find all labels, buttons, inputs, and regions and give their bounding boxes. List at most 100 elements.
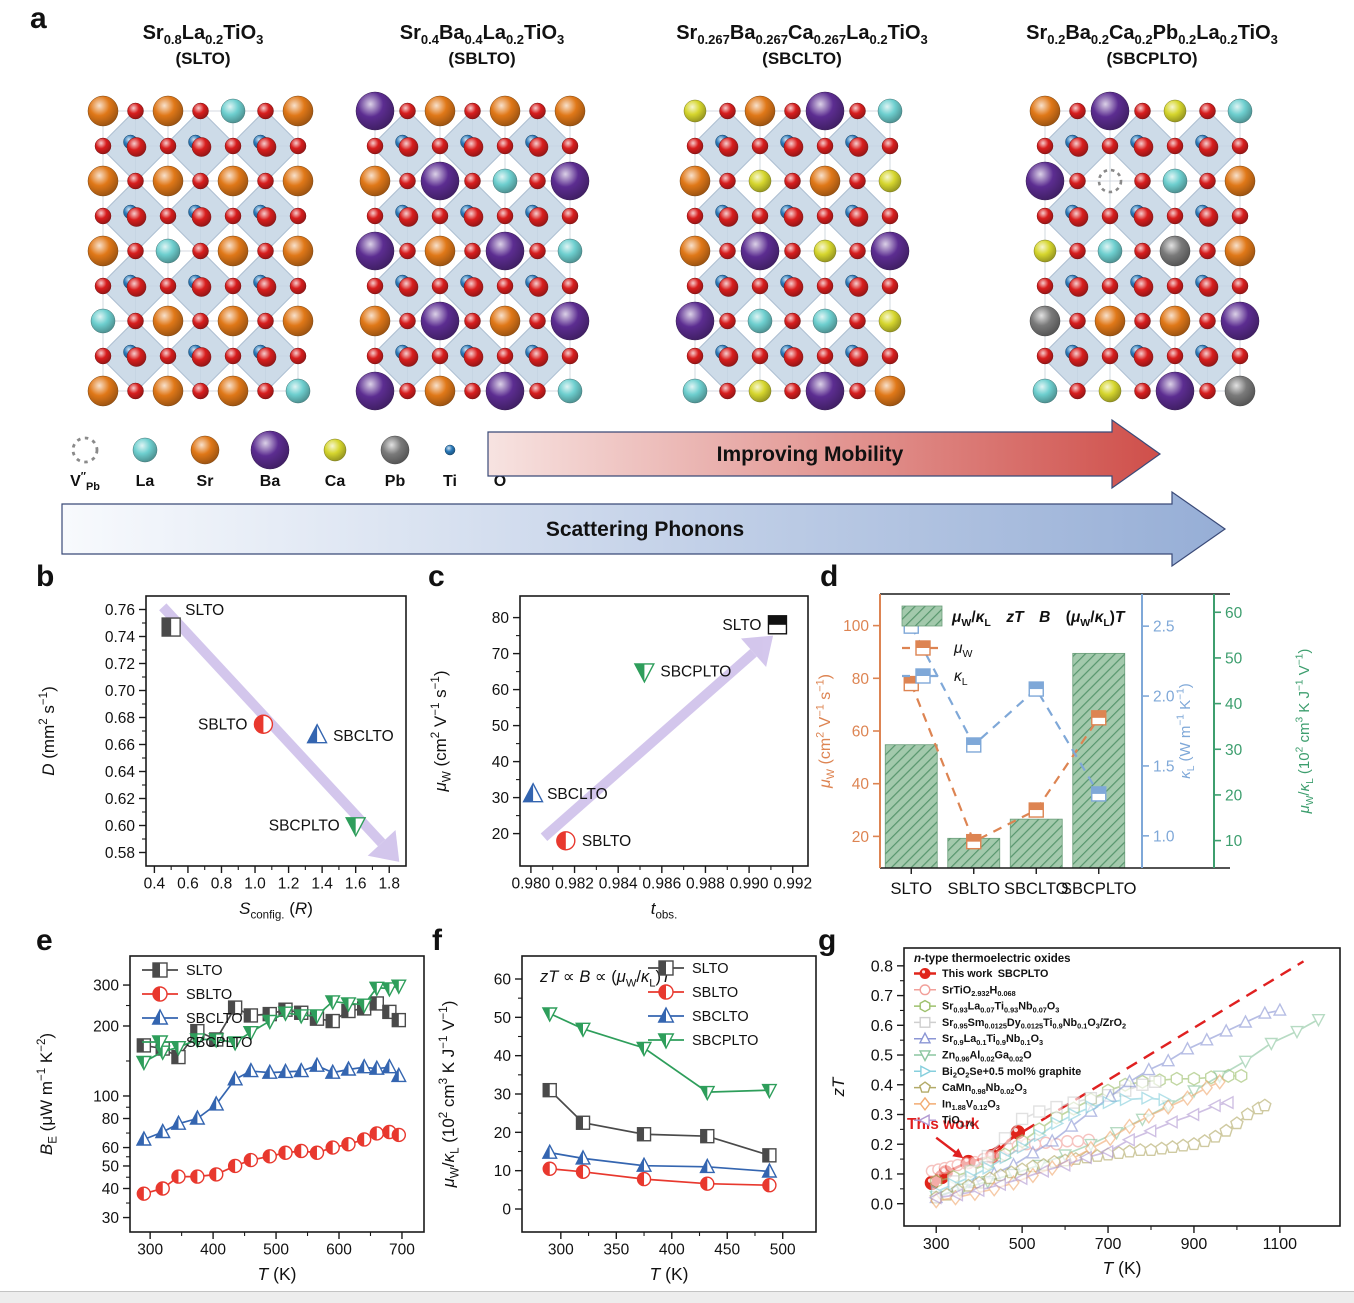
- svg-text:SBCPLTO: SBCPLTO: [692, 1033, 758, 1049]
- svg-text:0.68: 0.68: [105, 710, 135, 727]
- svg-text:80: 80: [492, 610, 510, 627]
- svg-text:La: La: [136, 473, 155, 490]
- svg-text:0.990: 0.990: [730, 876, 769, 893]
- structure-title-slto: Sr0.8La0.2TiO3 (SLTO): [33, 22, 373, 69]
- svg-text:Bi2O2Se+0.5 mol% graphite: Bi2O2Se+0.5 mol% graphite: [942, 1066, 1081, 1080]
- structure-abbr: (SBCLTO): [762, 49, 842, 68]
- structure-abbr: (SBCPLTO): [1106, 49, 1198, 68]
- svg-text:μW (cm2 V−1 s−1): μW (cm2 V−1 s−1): [430, 670, 454, 792]
- svg-text:60: 60: [492, 682, 510, 699]
- svg-text:Pb: Pb: [385, 473, 406, 490]
- chart-mobility-vs-tolerance-factor: 0.980 0.982 0.984 0.986 0.988 0.990 0.992 20 30 4…: [420, 570, 818, 927]
- svg-text:400: 400: [659, 1242, 685, 1259]
- svg-text:μW: μW: [953, 640, 973, 660]
- svg-text:SBCLTO: SBCLTO: [1004, 880, 1069, 898]
- panel-a-label: a: [30, 2, 47, 35]
- svg-text:This work SBCPLTO: This work SBCPLTO: [942, 968, 1048, 980]
- panel-c-label: c: [428, 560, 445, 593]
- panel-e-label: e: [36, 924, 53, 957]
- svg-text:0.4: 0.4: [871, 1077, 893, 1094]
- structure-title-sbclto: Sr0.267Ba0.267Ca0.267La0.2TiO3 (SBCLTO): [632, 22, 972, 69]
- svg-text:2.5: 2.5: [1153, 619, 1175, 636]
- ti-atom-icon: [444, 444, 456, 456]
- svg-text:BE (μW m−1 K−2): BE (μW m−1 K−2): [36, 1033, 60, 1155]
- atom-legend-svg: V″Pb La Sr Ba Ca Pb Ti O: [70, 430, 511, 493]
- svg-text:SLTO: SLTO: [890, 880, 932, 898]
- chart-g-svg: 300 500 700 900 1100 0.0 0.1 0.2 0.3 0.4 0.5 0.6 0.7…: [829, 947, 1341, 1278]
- panel-g-label: g: [818, 924, 837, 957]
- bar-SLTO: [884, 744, 938, 869]
- svg-text:SBCLTO: SBCLTO: [186, 1011, 243, 1027]
- svg-text:1.4: 1.4: [311, 876, 333, 893]
- svg-text:SLTO: SLTO: [722, 617, 761, 634]
- svg-text:SBCLTO: SBCLTO: [547, 786, 608, 803]
- svg-text:V″Pb: V″Pb: [70, 470, 100, 493]
- series-tio-1-76-: [928, 1095, 1234, 1205]
- svg-text:0.8: 0.8: [211, 876, 233, 893]
- svg-text:10: 10: [1225, 833, 1243, 850]
- chart-b-svg: 0.4 0.6 0.8 1.0 1.2 1.4 1.6 1.8 0.58 0.60 0.62 0.64…: [38, 595, 407, 921]
- svg-text:20: 20: [852, 829, 870, 846]
- series-sblto: [136, 1124, 407, 1201]
- svg-text:0.1: 0.1: [871, 1167, 893, 1184]
- svg-text:Scattering Phonons: Scattering Phonons: [546, 518, 744, 541]
- svg-text:0.58: 0.58: [105, 845, 135, 862]
- svg-text:SBCPLTO: SBCPLTO: [660, 664, 731, 681]
- svg-text:700: 700: [389, 1242, 415, 1259]
- crystal-structure-slto: [78, 84, 338, 424]
- svg-text:0.986: 0.986: [642, 876, 681, 893]
- svg-text:500: 500: [263, 1242, 289, 1259]
- svg-text:0.60: 0.60: [105, 818, 136, 835]
- chart-diffusivity-vs-config-entropy: 0.4 0.6 0.8 1.0 1.2 1.4 1.6 1.8 0.58 0.60 0.62 0.64…: [28, 570, 420, 927]
- point-SBCPLTO: [345, 817, 367, 838]
- svg-text:0.8: 0.8: [871, 958, 893, 975]
- svg-text:0.2: 0.2: [871, 1137, 893, 1154]
- structure-formula: Sr0.4Ba0.4La0.2TiO3: [399, 22, 565, 47]
- svg-text:70: 70: [492, 646, 510, 663]
- svg-text:10: 10: [494, 1163, 512, 1180]
- svg-text:700: 700: [1095, 1236, 1122, 1253]
- arrows-svg: Improving Mobility Scattering Phonons: [61, 418, 1227, 568]
- svg-text:100: 100: [843, 618, 869, 635]
- svg-text:900: 900: [1181, 1236, 1208, 1253]
- svg-text:400: 400: [200, 1242, 226, 1259]
- svg-text:30: 30: [492, 790, 510, 807]
- svg-text:40: 40: [852, 776, 870, 793]
- series-bi-2-o-2-se-0-5-mol-graphite: [930, 1091, 1172, 1199]
- point-SBLTO: [253, 714, 274, 734]
- svg-text:0: 0: [502, 1201, 511, 1218]
- bar-SBCPLTO: [1072, 652, 1126, 869]
- svg-text:SBLTO: SBLTO: [186, 987, 232, 1003]
- crystal-svg: [355, 91, 590, 411]
- ca-atom-icon: [323, 438, 347, 462]
- chart-f-svg: 300 350 400 450 500 0 10 20 30 40 50 60 T (K) μW/κL (…: [438, 955, 817, 1284]
- point-SBCPLTO: [633, 663, 655, 684]
- svg-text:SBLTO: SBLTO: [582, 833, 631, 850]
- svg-text:30: 30: [494, 1086, 512, 1103]
- svg-text:O: O: [494, 473, 506, 490]
- svg-text:tobs.: tobs.: [651, 899, 678, 921]
- svg-text:30: 30: [1225, 742, 1243, 759]
- bar-SBCLTO: [1009, 818, 1063, 869]
- mobility-phonon-arrows: Improving Mobility Scattering Phonons: [0, 418, 1354, 578]
- atom-legend: V″Pb La Sr Ba Ca Pb Ti O: [55, 424, 615, 501]
- svg-text:μW/κL zT B (μW/κL)T: μW/κL zT B (μW/κL)T: [951, 609, 1126, 629]
- svg-text:2.0: 2.0: [1153, 689, 1175, 706]
- crystal-svg: [675, 91, 910, 411]
- structure-abbr: (SBLTO): [448, 49, 516, 68]
- svg-text:Sr0.9La0.1Ti0.9Nb0.1O3: Sr0.9La0.1Ti0.9Nb0.1O3: [942, 1033, 1043, 1047]
- series-sbcplto: [541, 1007, 778, 1102]
- series-muW: [903, 675, 1107, 850]
- structure-abbr: (SLTO): [175, 49, 231, 68]
- svg-text:20: 20: [1225, 787, 1243, 804]
- structure-title-sblto: Sr0.4Ba0.4La0.2TiO3 (SBLTO): [312, 22, 652, 69]
- svg-text:60: 60: [102, 1140, 120, 1157]
- svg-text:SBLTO: SBLTO: [198, 716, 247, 733]
- svg-text:CaMn0.98Nb0.02O3: CaMn0.98Nb0.02O3: [942, 1082, 1027, 1096]
- svg-text:600: 600: [326, 1242, 352, 1259]
- svg-text:60: 60: [852, 724, 870, 741]
- svg-text:SBCPLTO: SBCPLTO: [1061, 880, 1137, 898]
- svg-text:1.2: 1.2: [278, 876, 300, 893]
